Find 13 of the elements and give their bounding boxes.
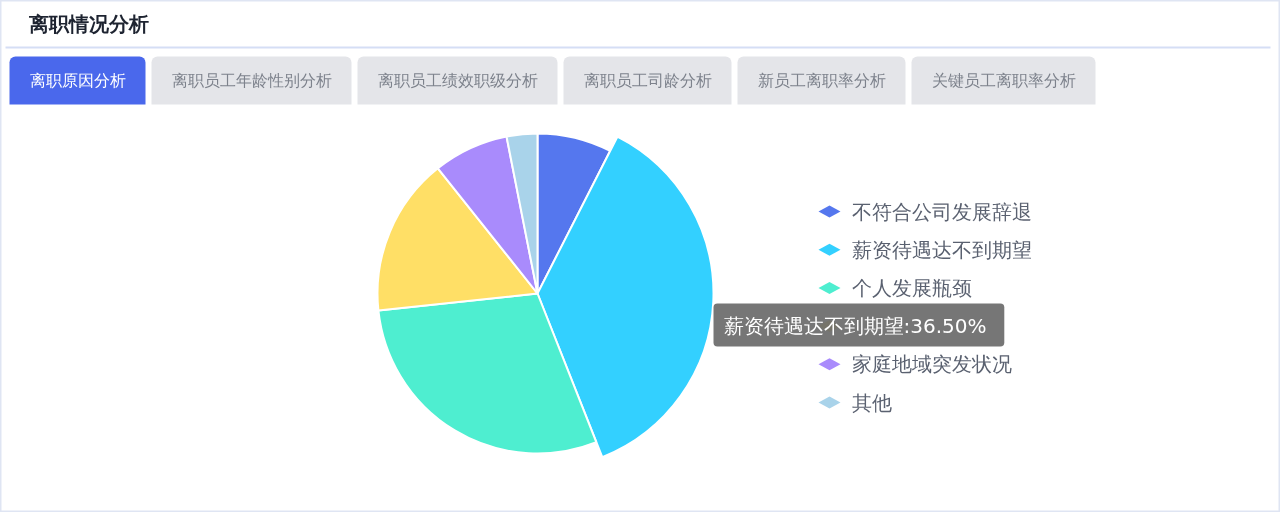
text: 离职员工年龄性别分析 — [171, 71, 332, 90]
text: 离职原因分析 — [29, 71, 126, 90]
text: 薪资待遇达不到期望:36.50% — [723, 313, 987, 338]
legend-label: 家庭地域突发状况 — [851, 352, 1012, 377]
text: 关键员工离职率分析 — [931, 71, 1076, 90]
text: 离职员工司龄分析 — [583, 71, 712, 90]
text: 新员工离职率分析 — [757, 71, 886, 90]
text: 离职情况分析 — [27, 11, 149, 36]
legend-label: 不符合公司发展辞退 — [851, 199, 1032, 224]
text: 离职员工绩效职级分析 — [377, 71, 538, 90]
legend-label: 个人发展瓶颈 — [851, 275, 972, 300]
legend-label: 其他 — [851, 390, 892, 415]
legend-label: 薪资待遇达不到期望 — [851, 237, 1032, 262]
